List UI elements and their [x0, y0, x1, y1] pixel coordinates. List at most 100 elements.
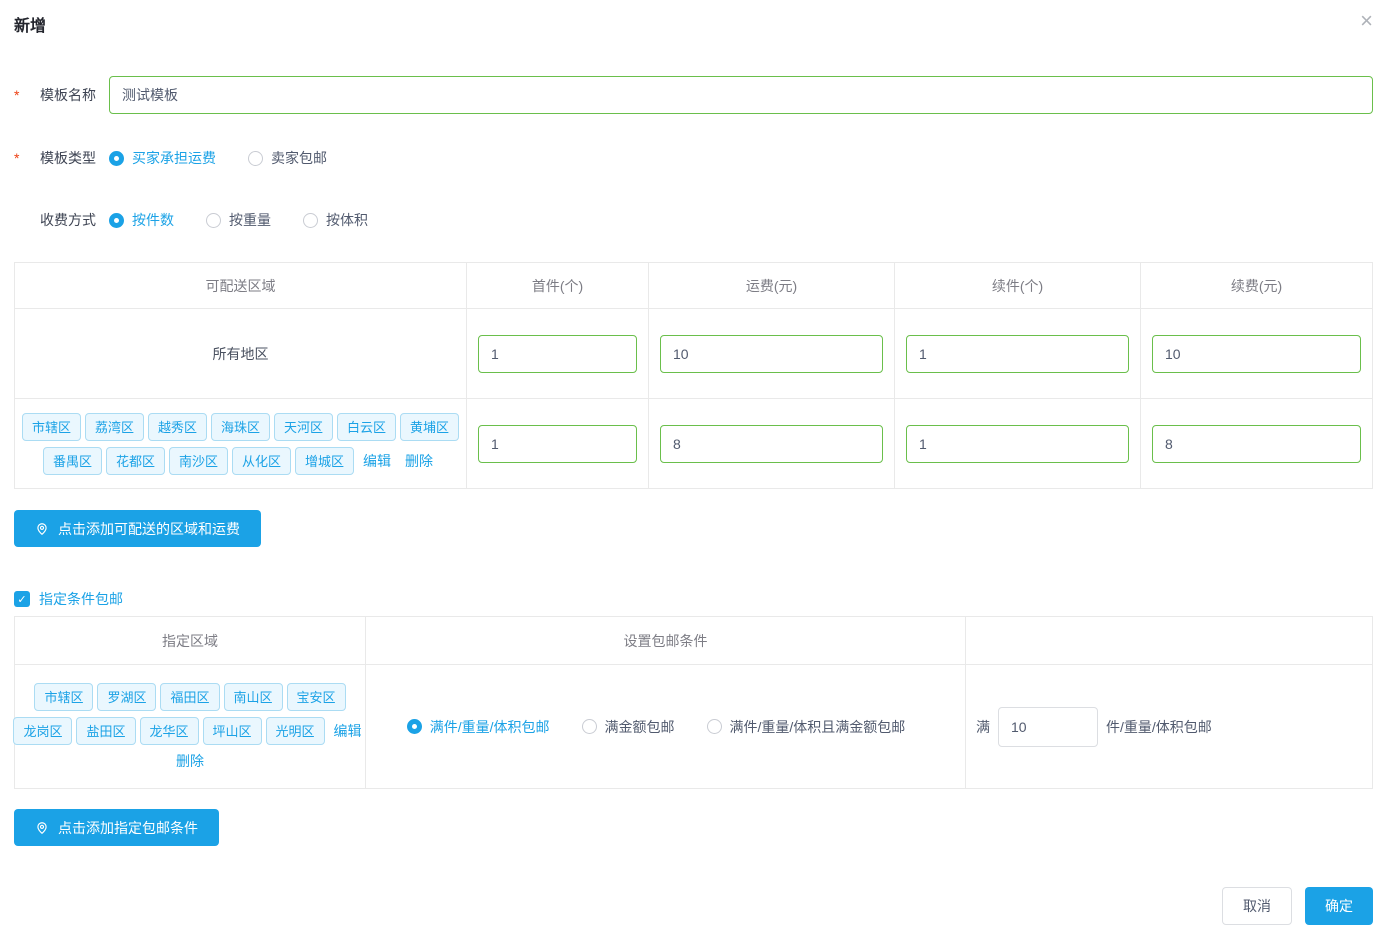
tag-line: 删除 — [169, 751, 211, 771]
additional-qty-input[interactable] — [906, 424, 1129, 463]
radio-label: 满金额包邮 — [604, 718, 675, 735]
radio-by-weight[interactable]: 按重量 — [206, 210, 271, 230]
radio-qty-and-amount-free[interactable]: 满件/重量/体积且满金额包邮 — [706, 717, 906, 737]
dialog-footer: 取消 确定 — [14, 887, 1373, 925]
radio-label: 满件/重量/体积且满金额包邮 — [729, 718, 906, 735]
threshold-suffix-text: 件/重量/体积包邮 — [1106, 718, 1212, 735]
radio-by-volume[interactable]: 按体积 — [303, 210, 368, 230]
area-tag: 番禺区 — [42, 446, 102, 475]
radio-seller-free-shipping[interactable]: 卖家包邮 — [248, 148, 327, 168]
radio-amount-free[interactable]: 满金额包邮 — [581, 717, 675, 737]
confirm-button[interactable]: 确定 — [1305, 887, 1373, 925]
template-name-input[interactable] — [109, 76, 1373, 114]
delete-area-link[interactable]: 删除 — [405, 452, 434, 469]
template-name-row: * 模板名称 — [14, 76, 1373, 114]
area-tag: 南沙区 — [168, 446, 228, 475]
edit-area-link[interactable]: 编辑 — [363, 452, 392, 469]
charge-method-radio-group: 按件数 按重量 按体积 — [109, 210, 400, 230]
radio-label: 按体积 — [326, 212, 368, 228]
first-qty-input[interactable] — [478, 424, 637, 463]
conditional-free-shipping-checkbox[interactable]: ✓ 指定条件包邮 — [14, 590, 1373, 608]
add-delivery-area-button[interactable]: 点击添加可配送的区域和运费 — [14, 510, 261, 547]
header-specified-area: 指定区域 — [15, 617, 366, 664]
radio-buyer-pays-shipping[interactable]: 买家承担运费 — [109, 148, 216, 168]
location-pin-icon — [35, 522, 49, 536]
template-type-row: * 模板类型 买家承担运费 卖家包邮 — [14, 148, 1373, 168]
header-empty — [966, 617, 1372, 664]
conditional-free-shipping-label: 指定条件包邮 — [39, 591, 123, 607]
specified-area-tags-cell: 市辖区 罗湖区 福田区 南山区 宝安区 龙岗区 盐田区 龙华区 坪山区 光明区 … — [13, 665, 366, 788]
threshold-prefix-text: 满 — [976, 718, 990, 735]
radio-unchecked-icon — [248, 150, 263, 166]
radio-unchecked-icon — [206, 212, 221, 228]
area-tag: 黄埔区 — [400, 412, 460, 441]
area-tag: 宝安区 — [286, 682, 346, 711]
delete-condition-area-link[interactable]: 删除 — [176, 752, 204, 769]
area-tag: 罗湖区 — [97, 682, 157, 711]
area-tag: 龙岗区 — [13, 716, 73, 745]
checkbox-checked-icon: ✓ — [14, 591, 30, 607]
area-tag: 荔湾区 — [84, 412, 144, 441]
radio-label: 卖家包邮 — [271, 150, 327, 166]
area-tag: 增城区 — [295, 446, 355, 475]
cancel-button[interactable]: 取消 — [1222, 887, 1292, 925]
free-shipping-condition-table: 指定区域 设置包邮条件 市辖区 罗湖区 福田区 南山区 宝安区 龙岗区 盐田区 … — [13, 616, 1373, 789]
additional-fee-input[interactable] — [1152, 424, 1361, 463]
header-first-qty: 首件(个) — [467, 263, 649, 308]
additional-fee-input[interactable] — [1152, 334, 1361, 373]
tag-line: 龙岗区 盐田区 龙华区 坪山区 光明区 编辑 — [11, 716, 368, 745]
area-tag: 龙华区 — [139, 716, 199, 745]
condition-table-row-shenzhen: 市辖区 罗湖区 福田区 南山区 宝安区 龙岗区 盐田区 龙华区 坪山区 光明区 … — [13, 665, 1372, 788]
shipping-fee-input[interactable] — [660, 424, 883, 463]
add-free-shipping-condition-button[interactable]: 点击添加指定包邮条件 — [14, 809, 219, 846]
threshold-value-input[interactable] — [998, 706, 1098, 747]
tag-line: 市辖区 荔湾区 越秀区 海珠区 天河区 白云区 黄埔区 — [20, 412, 461, 441]
area-tag: 白云区 — [337, 412, 397, 441]
close-icon[interactable]: × — [1360, 8, 1373, 33]
first-qty-cell — [467, 399, 649, 488]
area-tag: 从化区 — [232, 446, 292, 475]
radio-label: 按重量 — [229, 212, 271, 228]
shipping-fee-input[interactable] — [660, 334, 883, 373]
template-name-label-text: 模板名称 — [40, 87, 96, 103]
area-tag: 市辖区 — [34, 682, 94, 711]
add-delivery-area-button-label: 点击添加可配送的区域和运费 — [58, 520, 240, 537]
dialog-header: 新增 × — [14, 8, 1373, 36]
radio-checked-icon — [109, 212, 124, 228]
condition-options-cell: 满件/重量/体积包邮 满金额包邮 满件/重量/体积且满金额包邮 — [366, 665, 966, 788]
header-delivery-area: 可配送区域 — [15, 263, 467, 308]
shipping-table-row-all-areas: 所有地区 — [15, 309, 1372, 399]
header-condition-setting: 设置包邮条件 — [366, 617, 966, 664]
template-type-label: * 模板类型 — [14, 148, 96, 168]
condition-threshold-cell: 满 件/重量/体积包邮 — [966, 665, 1372, 788]
first-qty-input[interactable] — [478, 334, 637, 373]
radio-label: 按件数 — [132, 212, 174, 228]
additional-qty-input[interactable] — [906, 334, 1129, 373]
radio-unchecked-icon — [581, 719, 597, 734]
area-tags-cell: 市辖区 荔湾区 越秀区 海珠区 天河区 白云区 黄埔区 番禺区 花都区 南沙区 … — [15, 399, 467, 488]
shipping-fee-cell — [649, 399, 895, 488]
area-tag: 南山区 — [223, 682, 283, 711]
radio-by-piece[interactable]: 按件数 — [109, 210, 174, 230]
header-additional-qty: 续件(个) — [895, 263, 1141, 308]
dialog-title: 新增 — [14, 18, 47, 35]
first-qty-cell — [467, 309, 649, 398]
radio-checked-icon — [109, 150, 124, 166]
area-cell: 所有地区 — [15, 309, 467, 398]
area-tag: 越秀区 — [147, 412, 207, 441]
threshold-group: 满 件/重量/体积包邮 — [976, 706, 1212, 747]
location-pin-icon — [35, 821, 49, 835]
charge-method-row: 收费方式 按件数 按重量 按体积 — [14, 210, 1373, 230]
radio-unchecked-icon — [706, 719, 722, 734]
template-type-radio-group: 买家承担运费 卖家包邮 — [109, 148, 359, 168]
area-tag: 坪山区 — [202, 716, 262, 745]
required-mark: * — [14, 150, 20, 166]
radio-label: 满件/重量/体积包邮 — [429, 718, 550, 735]
condition-table-header-row: 指定区域 设置包邮条件 — [15, 617, 1372, 665]
radio-qty-weight-volume-free[interactable]: 满件/重量/体积包邮 — [406, 717, 550, 737]
area-tag: 市辖区 — [21, 412, 81, 441]
charge-method-label-text: 收费方式 — [40, 212, 96, 228]
edit-condition-area-link[interactable]: 编辑 — [333, 722, 362, 739]
additional-qty-cell — [895, 399, 1141, 488]
